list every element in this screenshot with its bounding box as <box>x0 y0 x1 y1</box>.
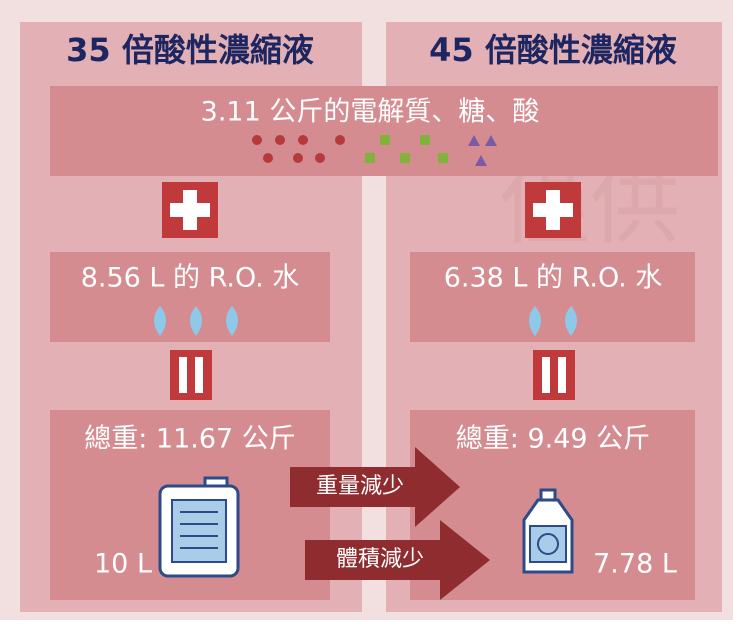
water-label: 8.56 L 的 R.O. 水 <box>81 263 300 294</box>
volume-label: 10 L <box>94 549 152 580</box>
water-label: 6.38 L 的 R.O. 水 <box>444 263 663 294</box>
plus-icon <box>525 182 581 238</box>
weight-label: 總重: 9.49 公斤 <box>456 424 650 455</box>
jug-icon <box>160 478 238 576</box>
arrow-label: 體積減少 <box>336 547 424 572</box>
arrow-label: 重量減少 <box>316 474 404 499</box>
infographic: 僅供 版 35 倍酸性濃縮液 45 倍酸性濃縮液 3.11 公斤的電解質、糖、酸… <box>0 0 733 620</box>
weight-label: 總重: 11.67 公斤 <box>84 424 296 455</box>
volume-label: 7.78 L <box>593 549 677 580</box>
column-title: 35 倍酸性濃縮液 <box>66 31 314 69</box>
column-title: 45 倍酸性濃縮液 <box>429 31 677 69</box>
shared-label: 3.11 公斤的電解質、糖、酸 <box>201 97 540 128</box>
plus-icon <box>162 182 218 238</box>
